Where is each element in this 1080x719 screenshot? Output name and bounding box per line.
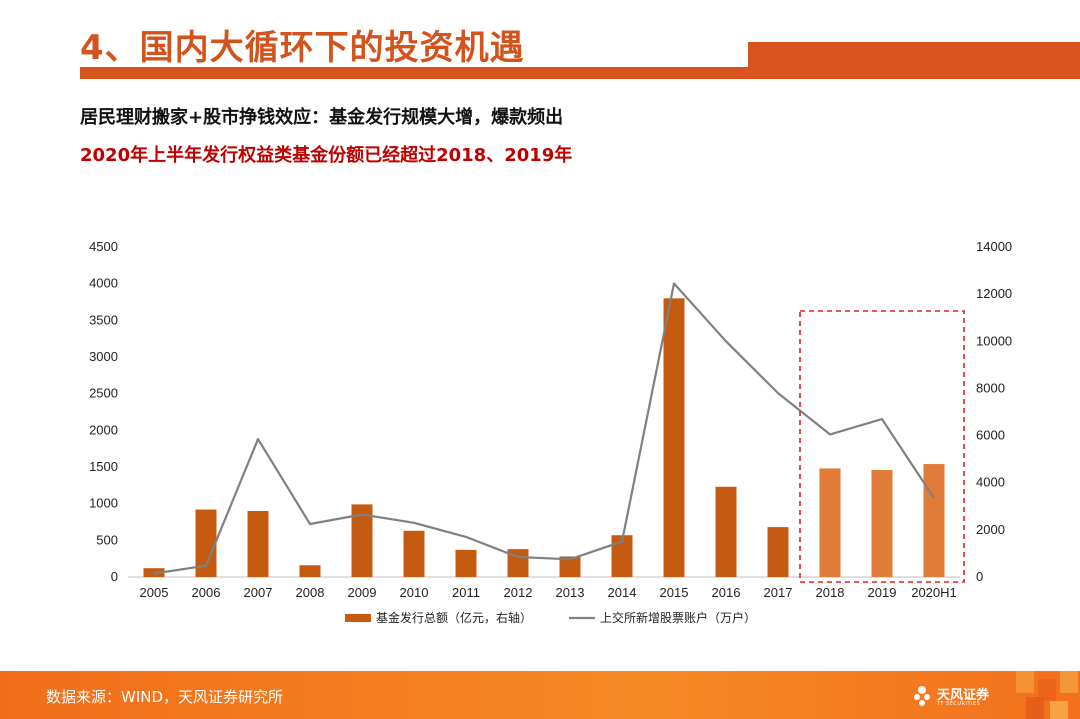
logo-subtext: TF SECURITIES — [937, 701, 981, 707]
x-tick-label: 2014 — [608, 585, 637, 600]
footer-bar — [0, 671, 1080, 719]
title-accent-bar — [748, 42, 1080, 68]
bar-2008 — [299, 565, 321, 577]
bar-2010 — [403, 530, 425, 577]
bar-2007 — [247, 511, 269, 577]
footer-decoration — [1016, 671, 1078, 719]
y-left-tick-label: 3500 — [89, 312, 118, 327]
data-source: 数据来源：WIND，天风证券研究所 — [46, 688, 284, 706]
x-tick-label: 2013 — [556, 585, 585, 600]
bar-2006 — [195, 509, 217, 577]
x-tick-label: 2007 — [244, 585, 273, 600]
y-left-tick-label: 500 — [96, 532, 118, 547]
bar-2016 — [715, 486, 737, 577]
y-left-tick-label: 0 — [111, 569, 118, 584]
y-left-tick-label: 3000 — [89, 349, 118, 364]
y-left-tick-label: 1500 — [89, 459, 118, 474]
x-tick-label: 2010 — [400, 585, 429, 600]
bar-2020H1 — [923, 464, 945, 577]
legend-bar-label: 基金发行总额（亿元，右轴） — [376, 610, 532, 625]
bar-2011 — [455, 549, 477, 577]
x-tick-label: 2005 — [140, 585, 169, 600]
bar-2009 — [351, 504, 373, 577]
y-right-tick-label: 4000 — [976, 475, 1005, 490]
x-tick-label: 2016 — [712, 585, 741, 600]
bar-2018 — [819, 468, 841, 577]
bar-2014 — [611, 535, 633, 577]
y-right-tick-label: 6000 — [976, 428, 1005, 443]
y-right-tick-label: 0 — [976, 569, 983, 584]
highlight-subtitle: 2020年上半年发行权益类基金份额已经超过2018、2019年 — [80, 145, 573, 166]
bar-2013 — [559, 556, 581, 577]
y-left-tick-label: 2500 — [89, 386, 118, 401]
x-tick-label: 2006 — [192, 585, 221, 600]
x-tick-label: 2017 — [764, 585, 793, 600]
y-left-tick-label: 4000 — [89, 276, 118, 291]
page-title: 4、国内大循环下的投资机遇 — [80, 28, 525, 68]
x-tick-label: 2012 — [504, 585, 533, 600]
x-tick-label: 2011 — [452, 585, 480, 600]
highlight-box — [799, 310, 965, 583]
title-underline — [80, 67, 1080, 79]
x-tick-label: 2019 — [868, 585, 897, 600]
y-right-tick-label: 8000 — [976, 380, 1005, 395]
logo-text: 天风证券 — [937, 688, 990, 703]
combo-chart: 0 500 1000 1500 2000 2500 3000 3500 4000 4500 0 200… — [89, 239, 1012, 625]
x-tick-label: 2020H1 — [911, 585, 957, 600]
series-line-accounts — [153, 282, 935, 575]
subtitle: 居民理财搬家+股市挣钱效应：基金发行规模大增，爆款频出 — [80, 107, 564, 128]
y-right-tick-label: 14000 — [976, 239, 1012, 254]
x-tick-label: 2008 — [296, 585, 325, 600]
x-tick-label: 2015 — [660, 585, 689, 600]
y-left-tick-label: 2000 — [89, 422, 118, 437]
legend-bar-swatch — [345, 614, 371, 622]
y-right-tick-label: 12000 — [976, 286, 1012, 301]
x-tick-label: 2018 — [816, 585, 845, 600]
bar-2017 — [767, 527, 789, 577]
y-left-tick-label: 1000 — [89, 496, 118, 511]
tf-logo-icon — [914, 686, 930, 706]
x-tick-label: 2009 — [348, 585, 377, 600]
y-right-tick-label: 2000 — [976, 522, 1005, 537]
y-right-tick-label: 10000 — [976, 333, 1012, 348]
y-left-tick-label: 4500 — [89, 239, 118, 254]
bar-2019 — [871, 469, 893, 577]
legend-line-label: 上交所新增股票账户（万户） — [600, 610, 756, 625]
bar-2015 — [663, 298, 685, 577]
